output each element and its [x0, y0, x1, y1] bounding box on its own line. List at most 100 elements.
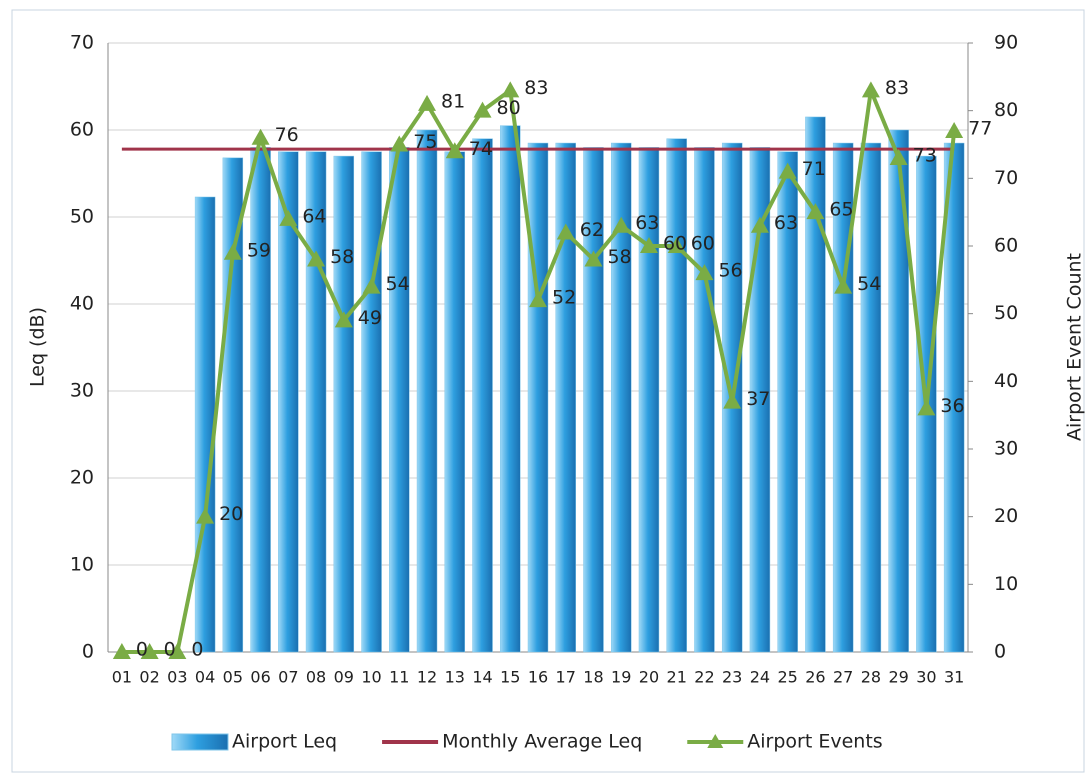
- data-label: 75: [413, 131, 437, 153]
- y2-tick-label: 30: [994, 438, 1018, 460]
- marker: [806, 203, 825, 220]
- marker: [639, 237, 658, 253]
- x-tick-label: 03: [167, 668, 187, 687]
- bar: [888, 129, 909, 653]
- data-label: 77: [968, 117, 992, 139]
- legend-marker: [707, 734, 724, 748]
- bar: [666, 138, 687, 653]
- legend-label: Airport Events: [747, 731, 882, 753]
- x-tick-label: 07: [278, 668, 298, 687]
- data-label: 83: [524, 77, 548, 99]
- marker: [917, 399, 936, 416]
- marker: [418, 94, 437, 111]
- data-label: 58: [330, 246, 354, 268]
- marker: [889, 149, 908, 166]
- bar: [583, 147, 604, 653]
- y-tick-label: 70: [70, 32, 94, 54]
- marker: [112, 643, 131, 659]
- legend-label: Airport Leq: [232, 731, 337, 753]
- data-label: 63: [774, 212, 798, 234]
- y2-tick-label: 20: [994, 505, 1018, 527]
- data-label: 0: [164, 639, 176, 661]
- marker: [140, 643, 159, 659]
- data-label: 20: [219, 503, 243, 525]
- y-axis-title: Leq (dB): [27, 307, 49, 387]
- x-tick-label: 20: [639, 668, 659, 687]
- x-tick-label: 04: [195, 668, 215, 687]
- x-tick-label: 10: [361, 668, 381, 687]
- x-tick-label: 08: [306, 668, 326, 687]
- y2-tick-label: 90: [994, 32, 1018, 54]
- x-tick-label: 27: [833, 668, 853, 687]
- marker: [445, 142, 464, 159]
- marker: [945, 121, 964, 138]
- x-tick-label: 16: [528, 668, 548, 687]
- data-label: 60: [663, 233, 687, 255]
- marker: [778, 162, 797, 179]
- data-label: 76: [275, 124, 299, 146]
- bar: [250, 147, 271, 653]
- legend-label: Monthly Average Leq: [442, 731, 642, 753]
- bar: [527, 142, 549, 653]
- marker: [529, 291, 547, 308]
- bar: [777, 151, 798, 653]
- data-label: 65: [829, 199, 853, 221]
- marker: [279, 209, 298, 226]
- y2-tick-label: 40: [994, 370, 1018, 392]
- x-tick-label: 09: [334, 668, 354, 687]
- marker: [473, 101, 492, 118]
- y2-tick-label: 10: [994, 573, 1018, 595]
- bar: [638, 147, 660, 653]
- data-label: 0: [191, 639, 203, 661]
- marker: [251, 128, 270, 145]
- y-tick-label: 30: [70, 380, 94, 402]
- x-tick-label: 15: [500, 668, 520, 687]
- legend-swatch: [171, 733, 229, 751]
- y-tick-label: 20: [70, 467, 94, 489]
- marker: [223, 243, 242, 260]
- x-tick-label: 25: [777, 668, 797, 687]
- bar: [333, 155, 355, 653]
- marker: [750, 216, 769, 233]
- marker: [334, 311, 353, 328]
- data-label: 37: [746, 388, 770, 410]
- y2-axis-title: Airport Event Count: [1064, 253, 1086, 441]
- bar: [389, 147, 410, 653]
- y2-tick-label: 80: [994, 99, 1018, 121]
- marker: [390, 135, 409, 152]
- x-tick-label: 29: [888, 668, 908, 687]
- data-label: 0: [136, 639, 148, 661]
- x-tick-label: 18: [583, 668, 603, 687]
- data-label: 59: [247, 239, 271, 261]
- x-tick-label: 14: [472, 668, 492, 687]
- y-tick-label: 40: [70, 293, 94, 315]
- data-label: 80: [497, 97, 521, 119]
- marker: [196, 507, 215, 524]
- data-label: 64: [302, 205, 326, 227]
- x-tick-label: 21: [667, 668, 687, 687]
- marker: [307, 250, 326, 267]
- bar: [361, 151, 382, 653]
- x-tick-label: 17: [556, 668, 576, 687]
- data-label: 71: [802, 158, 826, 180]
- x-tick-label: 24: [750, 668, 770, 687]
- marker: [584, 250, 603, 267]
- data-label: 56: [718, 260, 742, 282]
- x-tick-label: 13: [445, 668, 465, 687]
- bar: [610, 142, 632, 653]
- bar: [444, 151, 466, 653]
- bar: [472, 138, 493, 653]
- data-label: 83: [885, 77, 909, 99]
- marker: [362, 277, 381, 294]
- x-tick-label: 26: [805, 668, 825, 687]
- y-tick-label: 60: [70, 119, 94, 141]
- data-label: 54: [386, 273, 410, 295]
- x-tick-label: 02: [139, 668, 159, 687]
- x-tick-label: 05: [223, 668, 243, 687]
- bar: [278, 151, 299, 653]
- data-label: 49: [358, 307, 382, 329]
- marker: [695, 264, 714, 281]
- x-tick-label: 01: [112, 668, 132, 687]
- marker: [667, 237, 686, 253]
